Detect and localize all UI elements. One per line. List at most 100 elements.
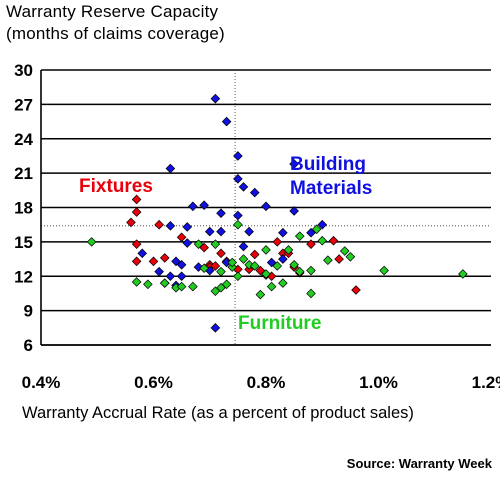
source-credit: Source: Warranty Week <box>346 456 492 471</box>
fixtures-point <box>306 239 316 249</box>
building-materials-point <box>154 266 164 277</box>
fixtures-point <box>216 248 226 259</box>
furniture-point <box>294 266 305 277</box>
building-materials-point <box>249 187 260 198</box>
y-tick-label: 30 <box>14 61 33 80</box>
building-materials-point <box>137 248 148 259</box>
building-materials-point <box>165 271 176 282</box>
fixtures-point <box>131 207 142 217</box>
furniture-point <box>261 269 271 279</box>
y-tick-label: 27 <box>14 95 33 114</box>
furniture-point <box>221 279 232 290</box>
building-materials-point <box>199 200 209 211</box>
fixtures-point <box>131 256 142 267</box>
furniture-point <box>210 239 221 249</box>
y-tick-label: 24 <box>14 130 33 149</box>
furniture-point <box>249 261 260 271</box>
fixtures-point <box>351 285 361 295</box>
furniture-point <box>176 281 187 292</box>
building-materials-point <box>171 256 181 267</box>
furniture-point <box>233 219 243 230</box>
x-tick-label: 0.4% <box>22 373 61 392</box>
building-materials-point <box>244 226 254 237</box>
x-tick-label: 1.2% <box>472 373 500 392</box>
furniture-point <box>294 231 305 241</box>
building-materials-point <box>216 208 226 219</box>
x-tick-label: 0.6% <box>134 373 173 392</box>
x-tick-label: 1.0% <box>359 373 398 392</box>
furniture-point <box>278 278 288 288</box>
building-materials-point <box>238 241 249 252</box>
furniture-point <box>261 245 271 255</box>
building-materials-point <box>233 210 243 221</box>
building-materials-point <box>176 271 187 282</box>
furniture-point <box>199 263 209 274</box>
furniture-point <box>289 259 299 270</box>
furniture-point <box>311 224 322 235</box>
building-materials-point <box>216 226 226 237</box>
furniture-point <box>272 261 283 271</box>
furniture-point <box>306 265 316 276</box>
y-tick-label: 18 <box>14 199 33 218</box>
fixtures-point <box>328 235 339 246</box>
building-materials-point <box>176 259 187 270</box>
furniture-point <box>188 281 198 292</box>
furniture-point <box>159 278 170 288</box>
furniture-point <box>244 259 254 270</box>
furniture-point <box>86 237 97 247</box>
x-tick-label: 0.8% <box>247 373 286 392</box>
fixtures-point <box>249 249 260 260</box>
fixtures-point <box>148 256 159 267</box>
building-materials-point <box>221 116 232 127</box>
building-materials-point <box>317 219 328 230</box>
building-materials-point <box>210 323 221 333</box>
fixtures-point <box>210 261 221 271</box>
furniture-point <box>193 239 204 249</box>
furniture-point <box>143 279 153 290</box>
furniture-point <box>233 271 243 282</box>
furniture-point <box>306 288 316 299</box>
building-materials-point <box>261 201 271 212</box>
furniture-point <box>238 254 249 264</box>
furniture-point <box>227 257 238 268</box>
fixtures-point <box>159 253 170 263</box>
furniture-point <box>266 281 277 292</box>
chart-subtitle: (months of claims coverage) <box>6 24 225 43</box>
building-materials-point <box>188 201 198 212</box>
fixtures-point <box>126 217 136 228</box>
building-materials-point <box>278 227 288 238</box>
furniture-point <box>379 265 389 276</box>
fixtures-point <box>154 219 164 230</box>
furniture-point <box>216 266 226 277</box>
y-tick-label: 15 <box>14 233 33 252</box>
fixtures-point <box>131 194 142 205</box>
annotation-building-materials: Materials <box>290 178 372 199</box>
building-materials-point <box>233 151 243 161</box>
annotation-building-materials: Building <box>290 154 366 175</box>
furniture-point <box>458 269 468 279</box>
building-materials-point <box>182 222 193 232</box>
building-materials-point <box>182 238 193 248</box>
building-materials-point <box>204 226 215 237</box>
furniture-point <box>255 289 266 300</box>
y-tick-label: 9 <box>24 302 33 321</box>
building-materials-point <box>289 206 299 216</box>
fixtures-point <box>131 239 142 249</box>
y-tick-label: 21 <box>14 164 33 183</box>
furniture-point <box>345 251 356 262</box>
furniture-point <box>283 245 294 255</box>
furniture-point <box>323 255 333 266</box>
building-materials-point <box>278 254 288 264</box>
furniture-point <box>131 277 142 287</box>
annotation-furniture: Furniture <box>238 313 321 334</box>
x-axis-label: Warranty Accrual Rate (as a percent of p… <box>22 404 414 422</box>
fixtures-point <box>272 237 283 247</box>
fixtures-point <box>334 254 344 264</box>
building-materials-point <box>233 174 243 184</box>
building-materials-point <box>289 159 299 169</box>
y-tick-label: 6 <box>24 336 33 355</box>
annotation-fixtures: Fixtures <box>79 176 153 197</box>
building-materials-point <box>210 93 221 104</box>
building-materials-point <box>165 163 176 174</box>
